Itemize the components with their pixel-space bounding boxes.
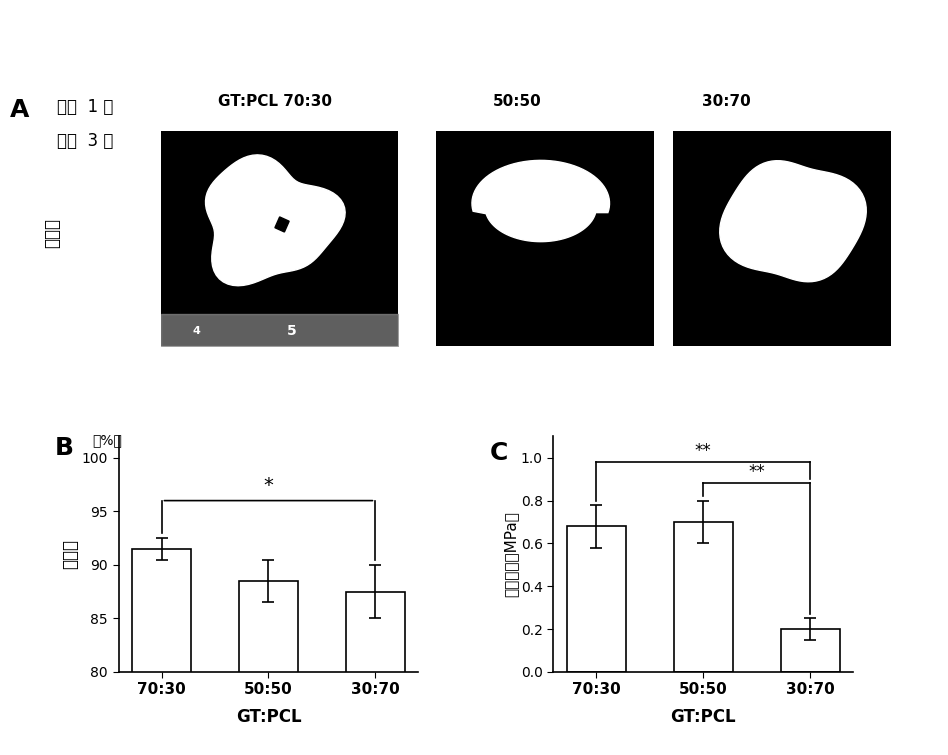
Text: *: * [264, 476, 273, 495]
Text: B: B [55, 436, 74, 461]
Y-axis label: 杨氏模量（MPa）: 杨氏模量（MPa） [503, 511, 519, 597]
Text: 30:70: 30:70 [702, 94, 750, 109]
Text: 体外  1 周: 体外 1 周 [57, 98, 113, 116]
Polygon shape [206, 155, 345, 285]
Text: 5: 5 [286, 324, 297, 338]
Text: 50:50: 50:50 [493, 94, 541, 109]
Text: 体内  3 周: 体内 3 周 [57, 132, 113, 150]
Text: 4: 4 [192, 326, 201, 336]
Text: **: ** [695, 442, 712, 460]
Bar [239, 581, 298, 755]
Text: GT:PCL 70:30: GT:PCL 70:30 [218, 94, 332, 109]
Text: A: A [9, 98, 28, 122]
Bar [346, 592, 405, 755]
Polygon shape [720, 161, 866, 282]
Bar [132, 549, 191, 755]
X-axis label: GT:PCL: GT:PCL [670, 708, 736, 726]
Y-axis label: 粘附率: 粘附率 [61, 539, 79, 569]
Bar [674, 522, 733, 672]
Text: 大体观: 大体观 [44, 218, 61, 248]
Text: （%）: （%） [92, 433, 122, 447]
Bar [567, 526, 626, 672]
Bar [781, 629, 840, 672]
X-axis label: GT:PCL: GT:PCL [236, 708, 301, 726]
Polygon shape [275, 217, 289, 232]
Polygon shape [472, 160, 610, 242]
Text: **: ** [748, 464, 765, 482]
Text: C: C [489, 441, 508, 464]
